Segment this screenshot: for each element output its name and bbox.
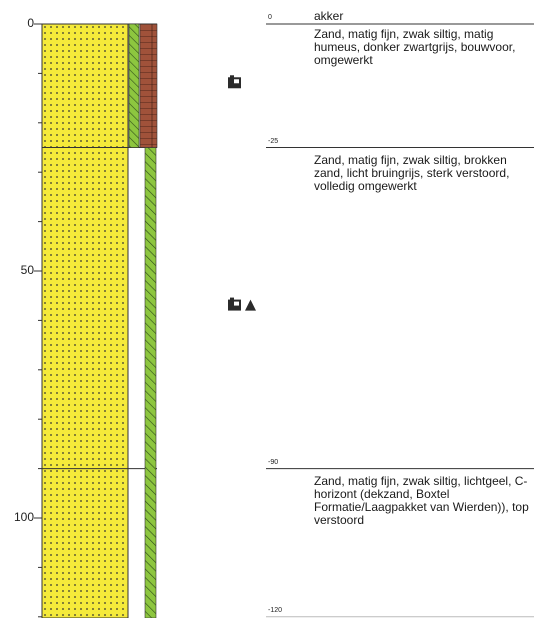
bottom-depth: -120 — [268, 606, 283, 614]
layer-boundaries — [266, 23, 534, 618]
layer-description: Zand, matig fijn, zwak siltig, lichtgeel… — [314, 473, 529, 527]
organic-strip — [139, 23, 158, 148]
sand-column — [41, 23, 158, 618]
axis-tick-label: 100 — [13, 510, 34, 524]
axis-tick-label: 0 — [27, 16, 34, 30]
axis-tick-label: 50 — [20, 263, 34, 277]
sample-icon-window — [234, 301, 239, 306]
silt-strip — [144, 147, 157, 618]
sand-dots — [42, 468, 128, 618]
layer-top-depth: -25 — [268, 137, 279, 145]
sample-icon — [228, 75, 241, 89]
layer-top-depth: -90 — [268, 458, 279, 466]
humus-strip — [128, 23, 140, 148]
triangle-icon — [245, 299, 256, 311]
layer-description: Zand, matig fijn, zwak siltig, brokken z… — [314, 152, 510, 193]
layer-top-depth: 0 — [268, 14, 272, 21]
sample-icon-tab — [230, 297, 234, 301]
sample-icon-tab — [230, 75, 234, 79]
sand-dots — [42, 147, 128, 469]
layer-description: Zand, matig fijn, zwak siltig, matig hum… — [314, 27, 516, 67]
sample-icon-window — [234, 79, 239, 84]
sand-dots — [42, 24, 128, 148]
sample-markers — [228, 75, 256, 311]
depth-axis — [34, 23, 43, 618]
layer-name: akker — [314, 9, 344, 23]
sample-icon — [228, 297, 241, 311]
